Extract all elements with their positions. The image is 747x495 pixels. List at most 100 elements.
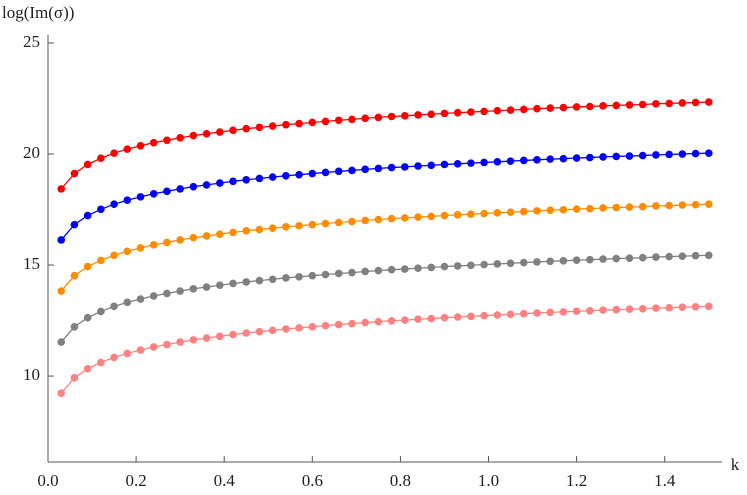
data-point	[229, 126, 237, 135]
data-point	[546, 206, 554, 214]
data-point	[255, 327, 264, 336]
data-point	[321, 168, 330, 177]
data-point	[57, 338, 66, 346]
data-point	[678, 201, 687, 209]
data-point	[533, 155, 541, 164]
data-point	[361, 318, 369, 327]
data-point	[282, 223, 290, 231]
data-point	[599, 306, 607, 314]
data-point	[401, 265, 409, 273]
data-point	[229, 279, 237, 288]
data-point	[467, 108, 475, 116]
data-point	[242, 278, 251, 286]
data-point	[361, 114, 369, 123]
data-point	[612, 203, 621, 212]
data-point	[149, 292, 158, 300]
data-point	[374, 215, 383, 224]
data-point	[149, 343, 158, 351]
data-point	[268, 326, 277, 335]
data-point	[242, 227, 251, 235]
data-point	[70, 169, 79, 178]
data-point	[387, 316, 396, 325]
data-point	[665, 99, 673, 108]
data-point	[202, 181, 211, 189]
data-point	[586, 255, 594, 264]
data-point	[321, 321, 330, 330]
data-point	[97, 358, 105, 367]
data-point	[308, 322, 317, 331]
data-point	[546, 257, 554, 266]
data-point	[691, 149, 700, 158]
data-point	[625, 203, 634, 211]
data-point	[202, 232, 211, 240]
data-point	[678, 303, 687, 312]
data-point	[625, 305, 634, 314]
data-point	[268, 275, 277, 284]
data-point	[572, 154, 581, 162]
data-point	[295, 324, 303, 332]
data-point	[612, 305, 621, 314]
series-line	[60, 101, 709, 190]
data-point	[216, 281, 224, 290]
data-point	[308, 169, 317, 178]
data-point	[572, 205, 581, 213]
data-point	[559, 308, 568, 316]
x-axis-label: k	[731, 455, 740, 474]
data-point	[533, 207, 541, 215]
data-point	[665, 150, 673, 159]
data-point	[414, 315, 422, 324]
data-point	[572, 103, 581, 111]
data-point	[691, 98, 700, 107]
data-point	[216, 332, 224, 341]
data-point	[136, 193, 145, 201]
data-point	[506, 310, 515, 319]
data-point	[136, 142, 145, 150]
data-point	[440, 262, 449, 271]
data-point	[467, 261, 475, 270]
data-point	[255, 123, 264, 132]
data-point	[704, 98, 713, 106]
data-point	[123, 298, 132, 307]
data-point	[57, 236, 66, 244]
data-point	[176, 338, 184, 346]
data-point	[493, 106, 502, 115]
data-point	[704, 302, 713, 311]
data-point	[361, 267, 369, 276]
data-point	[652, 202, 660, 210]
data-point	[493, 157, 502, 166]
data-point	[282, 325, 290, 333]
data-point	[97, 154, 105, 163]
data-point	[586, 204, 594, 213]
data-point	[255, 174, 264, 183]
series-line	[60, 305, 709, 394]
data-point	[57, 287, 66, 295]
data-point	[678, 99, 687, 107]
data-point	[704, 251, 713, 260]
data-point	[321, 117, 330, 126]
data-point	[453, 211, 462, 219]
data-point	[440, 160, 449, 169]
y-tick-label: 20	[23, 143, 40, 162]
data-point	[110, 149, 118, 157]
data-point	[361, 165, 369, 174]
data-point	[427, 263, 436, 272]
data-point	[374, 317, 383, 326]
data-point	[546, 155, 554, 163]
data-point	[559, 103, 568, 112]
data-point	[97, 256, 105, 265]
data-point	[282, 171, 290, 180]
data-point	[480, 209, 488, 218]
data-point	[401, 112, 409, 120]
data-point	[216, 179, 224, 187]
data-point	[480, 158, 488, 167]
y-tick-label: 25	[23, 32, 40, 51]
series-line	[60, 152, 709, 241]
data-point	[255, 225, 264, 234]
data-point	[546, 104, 554, 112]
data-point	[467, 159, 475, 167]
data-point	[163, 289, 171, 298]
data-point	[652, 253, 660, 261]
x-tick-label: 1.4	[654, 471, 676, 490]
data-point	[533, 258, 541, 266]
